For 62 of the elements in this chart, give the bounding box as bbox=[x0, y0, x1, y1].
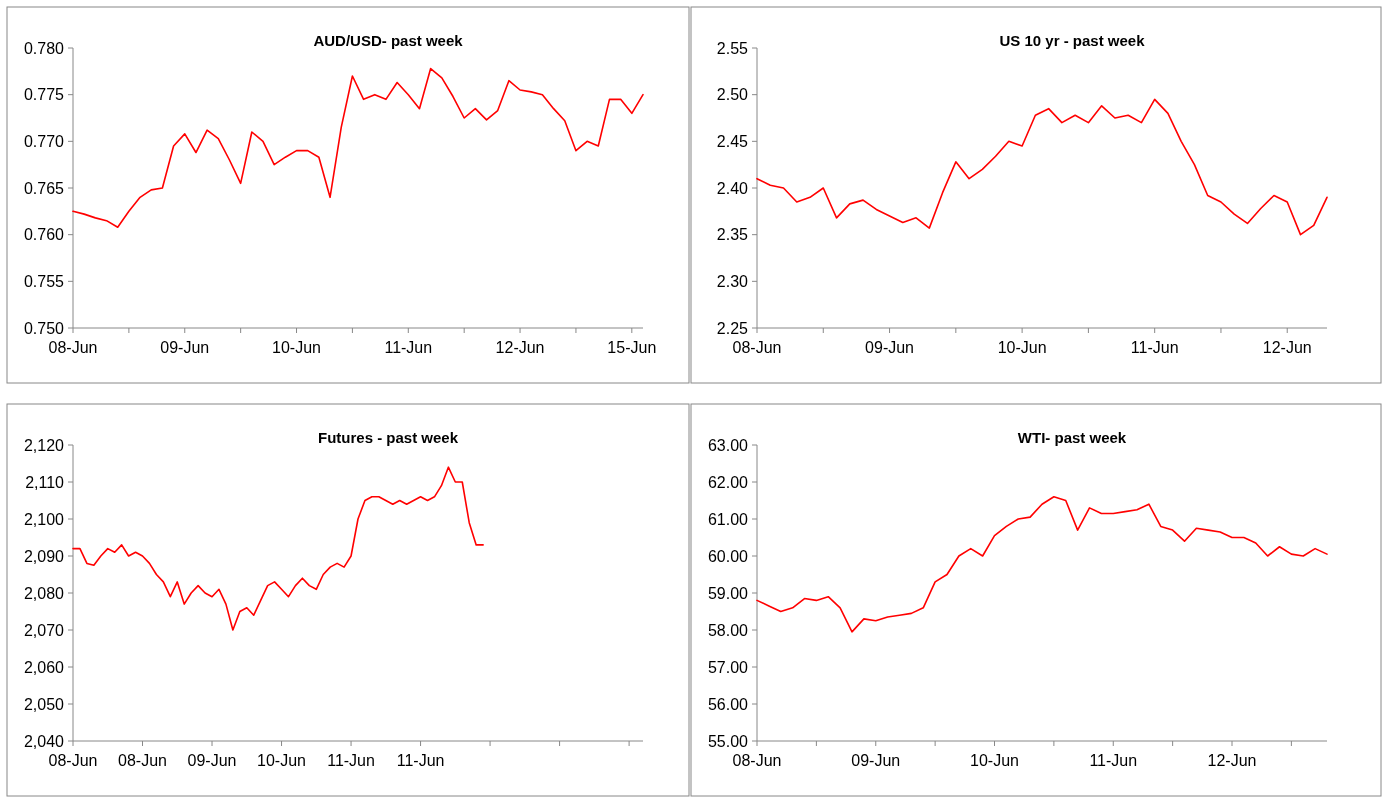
y-tick-label: 0.750 bbox=[23, 319, 65, 337]
y-tick-label: 60.00 bbox=[707, 547, 749, 565]
y-tick-label: 2,090 bbox=[23, 547, 65, 565]
y-tick-label: 62.00 bbox=[707, 473, 749, 491]
y-tick-label: 2,110 bbox=[25, 473, 65, 491]
y-tick-label: 2.50 bbox=[716, 86, 749, 104]
y-tick-label: 2.25 bbox=[716, 319, 749, 337]
x-tick-label: 08-Jun bbox=[732, 752, 782, 769]
x-tick-label: 11-Jun bbox=[327, 752, 375, 769]
x-tick-label: 10-Jun bbox=[257, 752, 306, 769]
x-tick-label: 11-Jun bbox=[396, 752, 445, 769]
x-tick-label: 12-Jun bbox=[495, 339, 545, 356]
chart-title: WTI- past week bbox=[1017, 429, 1127, 446]
x-tick-label: 08-Jun bbox=[732, 339, 782, 356]
y-tick-label: 0.775 bbox=[23, 86, 65, 104]
y-tick-label: 2,100 bbox=[23, 510, 65, 528]
x-tick-label: 11-Jun bbox=[1089, 752, 1138, 769]
x-tick-label: 08-Jun bbox=[48, 752, 98, 769]
chart-title: US 10 yr - past week bbox=[999, 32, 1146, 49]
y-tick-label: 61.00 bbox=[707, 510, 749, 528]
y-tick-label: 0.765 bbox=[23, 179, 65, 197]
y-tick-label: 2.55 bbox=[716, 39, 749, 57]
x-tick-label: 09-Jun bbox=[160, 339, 210, 356]
x-tick-label: 15-Jun bbox=[607, 339, 657, 356]
x-tick-label: 12-Jun bbox=[1207, 752, 1257, 769]
x-tick-label: 11-Jun bbox=[384, 339, 433, 356]
y-tick-label: 56.00 bbox=[707, 695, 749, 713]
y-tick-label: 63.00 bbox=[707, 436, 749, 454]
chart-title: Futures - past week bbox=[317, 429, 459, 446]
x-tick-label: 10-Jun bbox=[272, 339, 321, 356]
y-tick-label: 55.00 bbox=[707, 732, 749, 750]
line-series bbox=[756, 98, 1328, 236]
y-tick-label: 2,060 bbox=[23, 658, 65, 676]
y-tick-label: 58.00 bbox=[707, 621, 749, 639]
x-tick-label: 09-Jun bbox=[865, 339, 915, 356]
y-tick-label: 2,040 bbox=[23, 732, 65, 750]
y-tick-label: 2,120 bbox=[23, 436, 65, 454]
x-tick-label: 11-Jun bbox=[1130, 339, 1179, 356]
x-tick-label: 09-Jun bbox=[851, 752, 901, 769]
x-tick-label: 12-Jun bbox=[1262, 339, 1312, 356]
line-series bbox=[72, 67, 644, 228]
line-series bbox=[756, 496, 1328, 633]
y-tick-label: 57.00 bbox=[707, 658, 749, 676]
y-tick-label: 0.760 bbox=[23, 226, 65, 244]
y-tick-label: 2.30 bbox=[716, 272, 749, 290]
y-tick-label: 0.755 bbox=[23, 272, 65, 290]
y-tick-label: 2,080 bbox=[23, 584, 65, 602]
x-tick-label: 08-Jun bbox=[48, 339, 98, 356]
x-tick-label: 08-Jun bbox=[118, 752, 167, 769]
line-series bbox=[72, 466, 484, 631]
x-tick-label: 10-Jun bbox=[970, 752, 1019, 769]
y-tick-label: 0.780 bbox=[23, 39, 65, 57]
y-tick-label: 2.35 bbox=[716, 226, 749, 244]
y-tick-label: 2.45 bbox=[716, 132, 749, 150]
y-tick-label: 2,050 bbox=[23, 695, 65, 713]
chart-title: AUD/USD- past week bbox=[313, 32, 464, 49]
x-tick-label: 10-Jun bbox=[997, 339, 1047, 356]
y-tick-label: 2.40 bbox=[716, 179, 749, 197]
y-tick-label: 0.770 bbox=[23, 132, 65, 150]
x-tick-label: 09-Jun bbox=[187, 752, 237, 769]
y-tick-label: 2,070 bbox=[23, 621, 65, 639]
y-tick-label: 59.00 bbox=[707, 584, 749, 602]
